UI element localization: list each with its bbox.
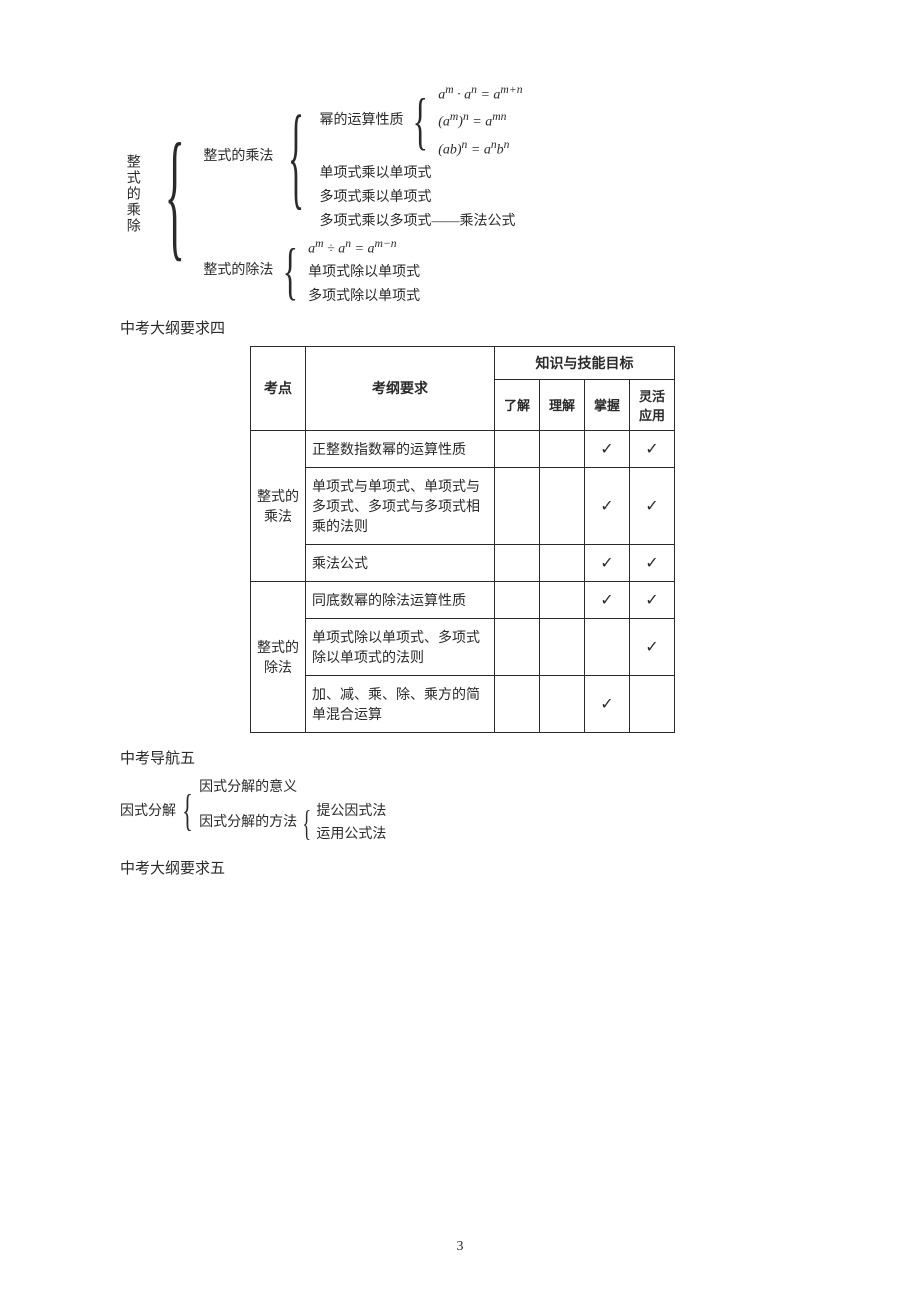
heading-four: 中考大纲要求四	[120, 317, 800, 338]
table-check-cell: ✓	[630, 544, 675, 581]
table-check-cell	[495, 581, 540, 618]
tree-item: 因式分解的意义	[199, 776, 386, 800]
table-header-req: 考纲要求	[306, 346, 495, 430]
table-header-skill: 理解	[540, 379, 585, 430]
table-check-cell: ✓	[630, 581, 675, 618]
tree-root-label: 因式分解	[120, 800, 176, 824]
table-check-cell: ✓	[585, 467, 630, 544]
math-rule: am ÷ an = am−n	[308, 234, 420, 261]
heading-five-nav: 中考导航五	[120, 747, 800, 768]
table-check-cell	[540, 544, 585, 581]
brace-icon: {	[288, 125, 304, 188]
tree-diagram-five: 因式分解 { 因式分解的意义 因式分解的方法 { 提公因式法 运用公式法	[120, 776, 800, 847]
table-row: 整式的除法同底数幂的除法运算性质✓✓	[251, 581, 675, 618]
tree-item: 单项式除以单项式	[308, 261, 420, 285]
table-row: 整式的乘法正整数指数幂的运算性质✓✓	[251, 430, 675, 467]
table-check-cell	[495, 467, 540, 544]
table-check-cell	[495, 618, 540, 675]
table-req-cell: 正整数指数幂的运算性质	[306, 430, 495, 467]
brace-icon: {	[282, 252, 299, 290]
table-topic-cell: 整式的乘法	[251, 430, 306, 581]
table-check-cell: ✓	[630, 618, 675, 675]
tree-diagram-four: 整式的乘除 { 整式的乘法 { 幂的运算性质 { am · an = am+n …	[120, 80, 800, 309]
table-req-cell: 同底数幂的除法运算性质	[306, 581, 495, 618]
table-check-cell	[540, 675, 585, 732]
brace-icon: {	[165, 155, 185, 234]
tree-item: 多项式除以单项式	[308, 285, 420, 309]
table-check-cell: ✓	[585, 544, 630, 581]
tree-item: 提公因式法	[316, 800, 386, 824]
table-req-cell: 单项式除以单项式、多项式除以单项式的法则	[306, 618, 495, 675]
math-rule: (ab)n = anbn	[438, 135, 522, 162]
tree-item: 单项式乘以单项式	[319, 162, 522, 186]
table-check-cell: ✓	[630, 467, 675, 544]
table-row: 乘法公式 ✓✓	[251, 544, 675, 581]
table-check-cell: ✓	[585, 675, 630, 732]
math-rule: (am)n = amn	[438, 107, 522, 134]
table-header-topic: 考点	[251, 346, 306, 430]
table-header-skill: 掌握	[585, 379, 630, 430]
table-req-cell: 单项式与单项式、单项式与多项式、多项式与多项式相乘的法则	[306, 467, 495, 544]
math-rule: am · an = am+n	[438, 80, 522, 107]
tree-branch-label: 整式的除法	[203, 259, 273, 283]
table-check-cell	[495, 430, 540, 467]
requirements-table: 考点 考纲要求 知识与技能目标 了解 理解 掌握 灵活应用 整式的乘法正整数指数…	[250, 346, 675, 733]
table-req-cell: 加、减、乘、除、乘方的简单混合运算	[306, 675, 495, 732]
page-number: 3	[0, 1239, 920, 1255]
table-row: 单项式除以单项式、多项式除以单项式的法则 ✓	[251, 618, 675, 675]
table-check-cell	[585, 618, 630, 675]
brace-icon: {	[302, 811, 312, 836]
table-check-cell: ✓	[585, 581, 630, 618]
tree-branch-label: 整式的乘法	[203, 145, 273, 169]
table-check-cell	[630, 675, 675, 732]
table-check-cell: ✓	[585, 430, 630, 467]
table-row: 加、减、乘、除、乘方的简单混合运算 ✓	[251, 675, 675, 732]
table-row: 单项式与单项式、单项式与多项式、多项式与多项式相乘的法则 ✓✓	[251, 467, 675, 544]
tree-item: 多项式乘以单项式	[319, 186, 522, 210]
table-req-cell: 乘法公式	[306, 544, 495, 581]
table-check-cell	[540, 430, 585, 467]
tree-root-label: 整式的乘除	[120, 154, 146, 234]
heading-five-req: 中考大纲要求五	[120, 857, 800, 878]
table-header-skills-group: 知识与技能目标	[495, 346, 675, 379]
table-topic-cell: 整式的除法	[251, 581, 306, 732]
table-check-cell	[540, 581, 585, 618]
brace-icon: {	[182, 796, 194, 827]
tree-branch-label: 幂的运算性质	[319, 109, 403, 133]
tree-item: 运用公式法	[316, 823, 386, 847]
tree-branch-label: 因式分解的方法	[199, 811, 297, 835]
table-check-cell: ✓	[630, 430, 675, 467]
table-check-cell	[540, 618, 585, 675]
table-header-skill: 了解	[495, 379, 540, 430]
tree-item: 多项式乘以多项式——乘法公式	[319, 210, 522, 234]
table-check-cell	[540, 467, 585, 544]
table-check-cell	[495, 544, 540, 581]
brace-icon: {	[412, 102, 429, 140]
table-header-skill: 灵活应用	[630, 379, 675, 430]
table-check-cell	[495, 675, 540, 732]
